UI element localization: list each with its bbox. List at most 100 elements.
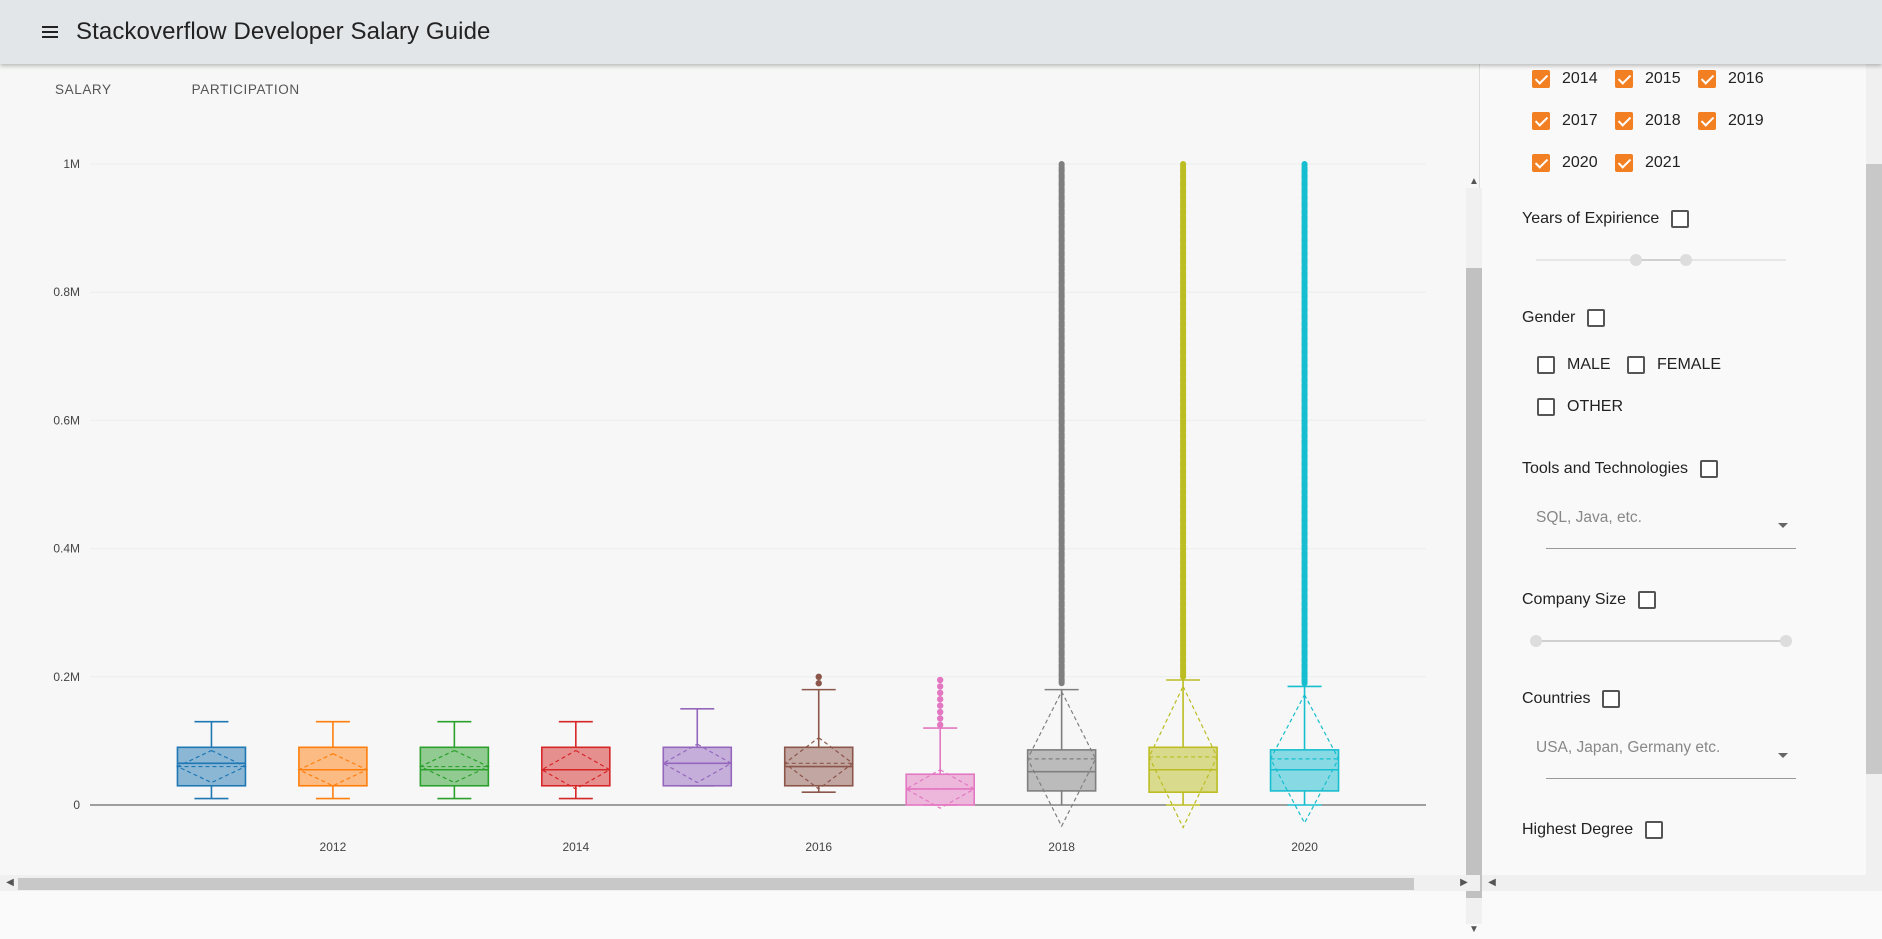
degree-checkbox[interactable]	[1645, 821, 1664, 839]
experience-checkbox[interactable]	[1671, 210, 1690, 228]
dropdown-arrow-icon	[1778, 523, 1788, 528]
scroll-down-icon[interactable]: ▼	[1469, 924, 1479, 935]
outlier-point	[936, 708, 944, 716]
gender-option-female[interactable]: FEMALE	[1627, 356, 1721, 374]
female-label: FEMALE	[1657, 356, 1722, 373]
checkbox-2019[interactable]	[1698, 112, 1716, 130]
gender-checkbox[interactable]	[1587, 309, 1606, 327]
y-tick-label: 0.6M	[53, 413, 80, 427]
checkbox-2016[interactable]	[1698, 70, 1716, 88]
year-filter-2014[interactable]: 2014	[1532, 70, 1598, 88]
checkbox-2021[interactable]	[1615, 154, 1633, 172]
dropdown-arrow-icon	[1778, 753, 1788, 758]
year-label: 2018	[1645, 112, 1681, 129]
gender-option-other[interactable]: OTHER	[1537, 398, 1623, 416]
sd-diamond	[1026, 690, 1097, 828]
sd-diamond	[904, 769, 976, 809]
sd-diamond	[540, 749, 612, 790]
x-tick-label: 2014	[562, 840, 589, 854]
degree-label: Highest Degree	[1522, 821, 1634, 838]
tools-checkbox[interactable]	[1700, 460, 1719, 478]
year-label: 2020	[1562, 154, 1598, 171]
outlier-point	[936, 683, 944, 690]
scroll-right-icon[interactable]: ▶	[1460, 877, 1468, 888]
chart-svg: 0 0.2M 0.4M 0.6M 0.8M 1M 2012 2014 2016 2018 2020	[53, 157, 1426, 854]
experience-label: Years of Expirience	[1522, 210, 1660, 227]
filter-panel: 2014 2015 2016 2017 2018 2019 2020 2021 …	[1482, 64, 1866, 875]
horizontal-scroll-thumb[interactable]	[18, 878, 1414, 890]
menu-button[interactable]	[26, 8, 74, 56]
checkbox-2015[interactable]	[1615, 70, 1633, 88]
x-tick-label: 2012	[320, 840, 347, 854]
gender-option-male[interactable]: MALE	[1537, 356, 1611, 374]
salary-box-chart: 0 0.2M 0.4M 0.6M 0.8M 1M 2012 2014 2016 2018 2020	[0, 104, 1460, 934]
filter-panel-scrollbar[interactable]	[1866, 64, 1882, 875]
year-filter-2019[interactable]: 2019	[1698, 112, 1764, 130]
y-tick-label: 0.4M	[53, 542, 80, 556]
male-label: MALE	[1567, 356, 1611, 373]
slider-thumb-min[interactable]	[1630, 254, 1642, 266]
year-label: 2016	[1728, 70, 1764, 87]
scroll-thumb[interactable]	[1466, 268, 1482, 898]
horizontal-scrollbar[interactable]: ◀ ▶	[0, 875, 1480, 891]
year-filter-2018[interactable]: 2018	[1615, 112, 1681, 130]
filter-scroll-thumb[interactable]	[1866, 164, 1882, 774]
degree-filter: Highest Degree	[1522, 821, 1664, 839]
tab-salary[interactable]: SALARY	[55, 82, 112, 97]
scroll-left-icon[interactable]: ◀	[6, 877, 14, 888]
experience-filter: Years of Expirience	[1522, 210, 1690, 228]
female-checkbox[interactable]	[1627, 356, 1645, 374]
year-filter-2015[interactable]: 2015	[1615, 70, 1681, 88]
outlier-point	[936, 702, 944, 709]
year-filter-2020[interactable]: 2020	[1532, 154, 1598, 172]
year-label: 2021	[1645, 154, 1681, 171]
tab-bar: SALARY PARTICIPATION	[30, 76, 325, 103]
scroll-track[interactable]	[1466, 188, 1482, 924]
tools-select[interactable]: SQL, Java, etc.	[1536, 509, 1796, 549]
countries-label: Countries	[1522, 690, 1591, 707]
slider-thumb-max[interactable]	[1780, 635, 1792, 647]
gender-filter: Gender	[1522, 309, 1606, 327]
year-filter-2016[interactable]: 2016	[1698, 70, 1764, 88]
main-panel: SALARY PARTICIPATION 0 0.2M 0.4M 0.6M 0.8M 1M…	[0, 64, 1482, 935]
company-size-label: Company Size	[1522, 591, 1627, 608]
male-checkbox[interactable]	[1537, 356, 1555, 374]
company-size-filter: Company Size	[1522, 591, 1657, 609]
scroll-left-icon[interactable]: ◀	[1488, 877, 1496, 888]
year-label: 2015	[1645, 70, 1681, 87]
tab-participation[interactable]: PARTICIPATION	[191, 82, 300, 97]
filter-panel-horizontal-scrollbar[interactable]: ◀	[1482, 875, 1882, 891]
hamburger-menu-icon	[42, 26, 58, 38]
outlier-point	[936, 715, 944, 722]
experience-slider[interactable]	[1536, 250, 1786, 270]
tools-label: Tools and Technologies	[1522, 460, 1689, 477]
box	[1026, 749, 1097, 792]
countries-checkbox[interactable]	[1602, 690, 1621, 708]
other-label: OTHER	[1567, 398, 1623, 415]
year-label: 2019	[1728, 112, 1764, 129]
other-checkbox[interactable]	[1537, 398, 1555, 416]
chart-vertical-scrollbar[interactable]: ▲ ▼	[1466, 176, 1482, 936]
tools-placeholder: SQL, Java, etc.	[1536, 509, 1642, 526]
countries-select[interactable]: USA, Japan, Germany etc.	[1536, 739, 1796, 779]
checkbox-2020[interactable]	[1532, 154, 1550, 172]
outlier-point	[936, 689, 944, 697]
tools-filter: Tools and Technologies	[1522, 460, 1719, 478]
checkbox-2018[interactable]	[1615, 112, 1633, 130]
checkbox-2017[interactable]	[1532, 112, 1550, 130]
outlier-point	[815, 673, 822, 680]
year-filter-2021[interactable]: 2021	[1615, 154, 1681, 172]
outlier-point	[936, 721, 944, 729]
checkbox-2014[interactable]	[1532, 70, 1550, 88]
sd-diamond	[783, 736, 854, 790]
slider-thumb-max[interactable]	[1680, 254, 1692, 266]
year-filter-2017[interactable]: 2017	[1532, 112, 1598, 130]
slider-range	[1536, 640, 1786, 642]
company-size-checkbox[interactable]	[1638, 591, 1657, 609]
app-bar: Stackoverflow Developer Salary Guide	[0, 0, 1882, 64]
countries-placeholder: USA, Japan, Germany etc.	[1536, 739, 1721, 756]
slider-thumb-min[interactable]	[1530, 635, 1542, 647]
scroll-up-icon[interactable]: ▲	[1469, 176, 1479, 187]
company-size-slider[interactable]	[1530, 631, 1792, 651]
app-title: Stackoverflow Developer Salary Guide	[76, 18, 491, 45]
